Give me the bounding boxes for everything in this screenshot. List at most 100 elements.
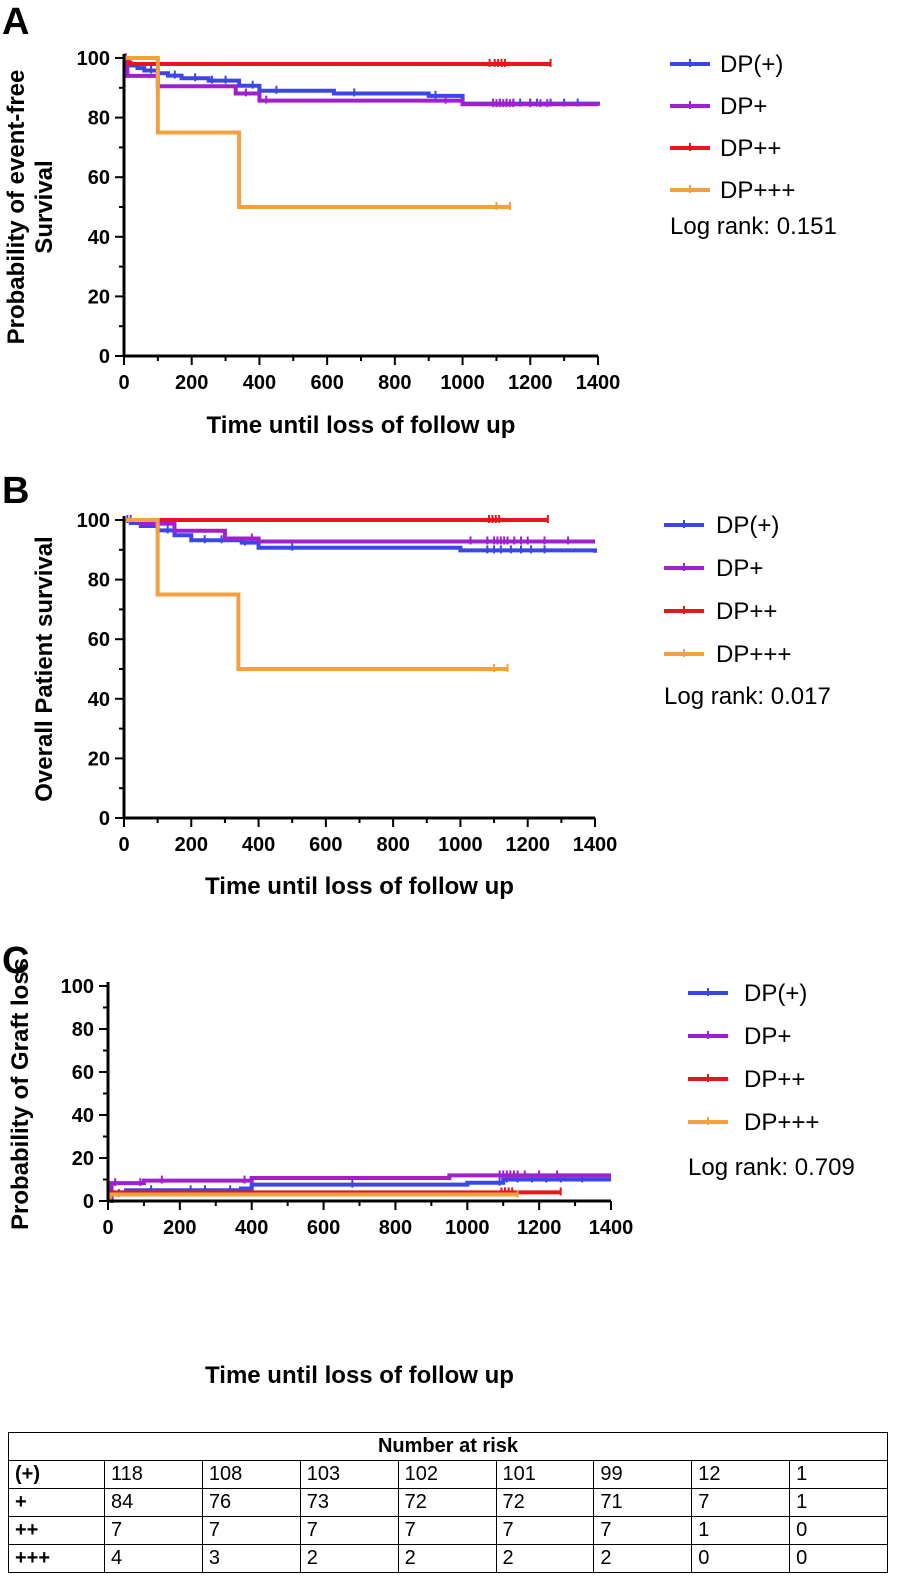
log-rank-annotation: Log rank: 0.709: [688, 1154, 855, 1181]
y-axis-title: Probability of Graft loss: [7, 958, 34, 1230]
risk-cell: 1: [691, 1516, 791, 1545]
risk-cell: 12: [691, 1460, 791, 1489]
risk-cell: 7: [299, 1516, 399, 1545]
y-tick-label: 60: [88, 629, 110, 651]
legend-label: DP+: [716, 555, 763, 582]
risk-cell: 103: [299, 1460, 399, 1489]
panel-letter: C: [2, 940, 29, 982]
y-tick-label: 20: [88, 748, 110, 770]
risk-cell: 2: [593, 1544, 693, 1573]
risk-cell: 76: [201, 1488, 301, 1517]
series-line: [124, 518, 597, 553]
log-rank-annotation: Log rank: 0.151: [670, 213, 837, 240]
legend-label: DP++: [720, 135, 781, 162]
x-tick-label: 1400: [589, 1217, 634, 1239]
y-tick-label: 40: [72, 1105, 94, 1127]
x-tick-label: 1200: [517, 1217, 562, 1239]
x-tick-label: 400: [235, 1217, 268, 1239]
x-tick-label: 200: [163, 1217, 196, 1239]
series-group: [124, 515, 597, 672]
legend-label: DP(+): [716, 512, 779, 539]
x-tick-label: 600: [307, 1217, 340, 1239]
x-axis-title: Time until loss of follow up: [205, 1362, 514, 1389]
risk-cell: 2: [299, 1544, 399, 1573]
risk-group-label: ++: [8, 1516, 105, 1545]
panel-c: C 0 200 400 600 800 1000 1200 1400 0 20 40 60 80 100 Ti…: [2, 940, 855, 1389]
x-tick-label: 0: [118, 834, 129, 856]
y-axis-title-line: Probability of event-free: [3, 70, 30, 345]
x-axis-title: Time until loss of follow up: [207, 412, 516, 439]
legend-label: DP++: [716, 598, 777, 625]
risk-row-dp-plus-plus: ++ 7 7 7 7 7 7 1 0: [8, 1516, 888, 1545]
x-tick-label: 400: [243, 372, 276, 394]
number-at-risk-table: Number at risk (+) 118 108 103 102 101 9…: [8, 1432, 888, 1573]
legend-label: DP+: [744, 1023, 791, 1050]
x-tick-label: 1400: [576, 372, 621, 394]
y-tick-label: 100: [77, 48, 110, 70]
risk-cell: 4: [104, 1544, 203, 1573]
x-tick-label: 1000: [440, 372, 485, 394]
risk-cell: 0: [691, 1544, 791, 1573]
y-tick-label: 80: [88, 108, 110, 130]
x-tick-label: 200: [175, 372, 208, 394]
y-tick-label: 20: [72, 1148, 94, 1170]
y-axis-title-line: Probability of Graft loss: [7, 958, 34, 1230]
risk-cell: 108: [201, 1460, 301, 1489]
panel-letter: A: [2, 1, 29, 43]
x-tick-label: 1400: [573, 834, 618, 856]
x-tick-label: 400: [242, 834, 275, 856]
risk-cell: 7: [495, 1516, 595, 1545]
risk-cell: 7: [104, 1516, 203, 1545]
x-tick-label: 800: [379, 1217, 412, 1239]
x-tick-label: 0: [102, 1217, 113, 1239]
legend: DP(+) DP+ DP++ DP+++: [688, 980, 819, 1136]
legend-label: DP+: [720, 93, 767, 120]
risk-cell: 101: [495, 1460, 595, 1489]
risk-group-label: (+): [8, 1460, 105, 1489]
log-rank-annotation: Log rank: 0.017: [664, 683, 831, 710]
risk-cell: 102: [397, 1460, 497, 1489]
risk-row-dp-plus-paren: (+) 118 108 103 102 101 99 12 1: [8, 1460, 888, 1489]
risk-group-label: +: [8, 1488, 105, 1517]
y-tick-label: 40: [88, 227, 110, 249]
risk-cell: 7: [397, 1516, 497, 1545]
risk-cell: 73: [299, 1488, 399, 1517]
y-tick-label: 100: [77, 510, 110, 532]
y-tick-label: 40: [88, 689, 110, 711]
y-tick-label: 80: [88, 570, 110, 592]
legend-label: DP(+): [744, 980, 807, 1007]
risk-table-title: Number at risk: [8, 1432, 888, 1461]
panel-b: B 0 200 400 600 800 1000 1200 1400 0 20 40 60 80 100 Ti…: [2, 470, 831, 900]
risk-cell: 7: [691, 1488, 791, 1517]
risk-group-label: +++: [8, 1544, 105, 1573]
y-tick-label: 0: [99, 808, 110, 830]
y-tick-label: 0: [83, 1191, 94, 1213]
risk-cell: 118: [104, 1460, 203, 1489]
series-line: [108, 1177, 611, 1203]
risk-cell: 72: [397, 1488, 497, 1517]
series-line: [124, 56, 600, 107]
legend-label: DP+++: [716, 641, 791, 668]
y-axis-title: Probability of event-freeSurvival: [3, 70, 58, 345]
series-line: [124, 56, 510, 209]
y-axis-title: Overall Patient survival: [31, 536, 58, 801]
legend-label: DP++: [744, 1066, 805, 1093]
risk-cell: 7: [201, 1516, 301, 1545]
x-tick-label: 800: [376, 834, 409, 856]
legend-label: DP(+): [720, 51, 783, 78]
y-tick-label: 60: [88, 167, 110, 189]
risk-row-dp-plus-plus-plus: +++ 4 3 2 2 2 2 0 0: [8, 1544, 888, 1573]
legend-label: DP+++: [744, 1109, 819, 1136]
x-tick-label: 1000: [445, 1217, 490, 1239]
risk-cell: 2: [397, 1544, 497, 1573]
series-group: [107, 1170, 611, 1203]
risk-cell: 2: [495, 1544, 595, 1573]
y-tick-label: 60: [72, 1062, 94, 1084]
risk-cell: 71: [593, 1488, 693, 1517]
risk-row-dp-plus: + 84 76 73 72 72 71 7 1: [8, 1488, 888, 1517]
x-tick-label: 1000: [438, 834, 483, 856]
x-tick-label: 1200: [505, 834, 550, 856]
y-axis-title-line: Survival: [31, 160, 58, 253]
y-tick-label: 0: [99, 346, 110, 368]
risk-cell: 99: [593, 1460, 693, 1489]
